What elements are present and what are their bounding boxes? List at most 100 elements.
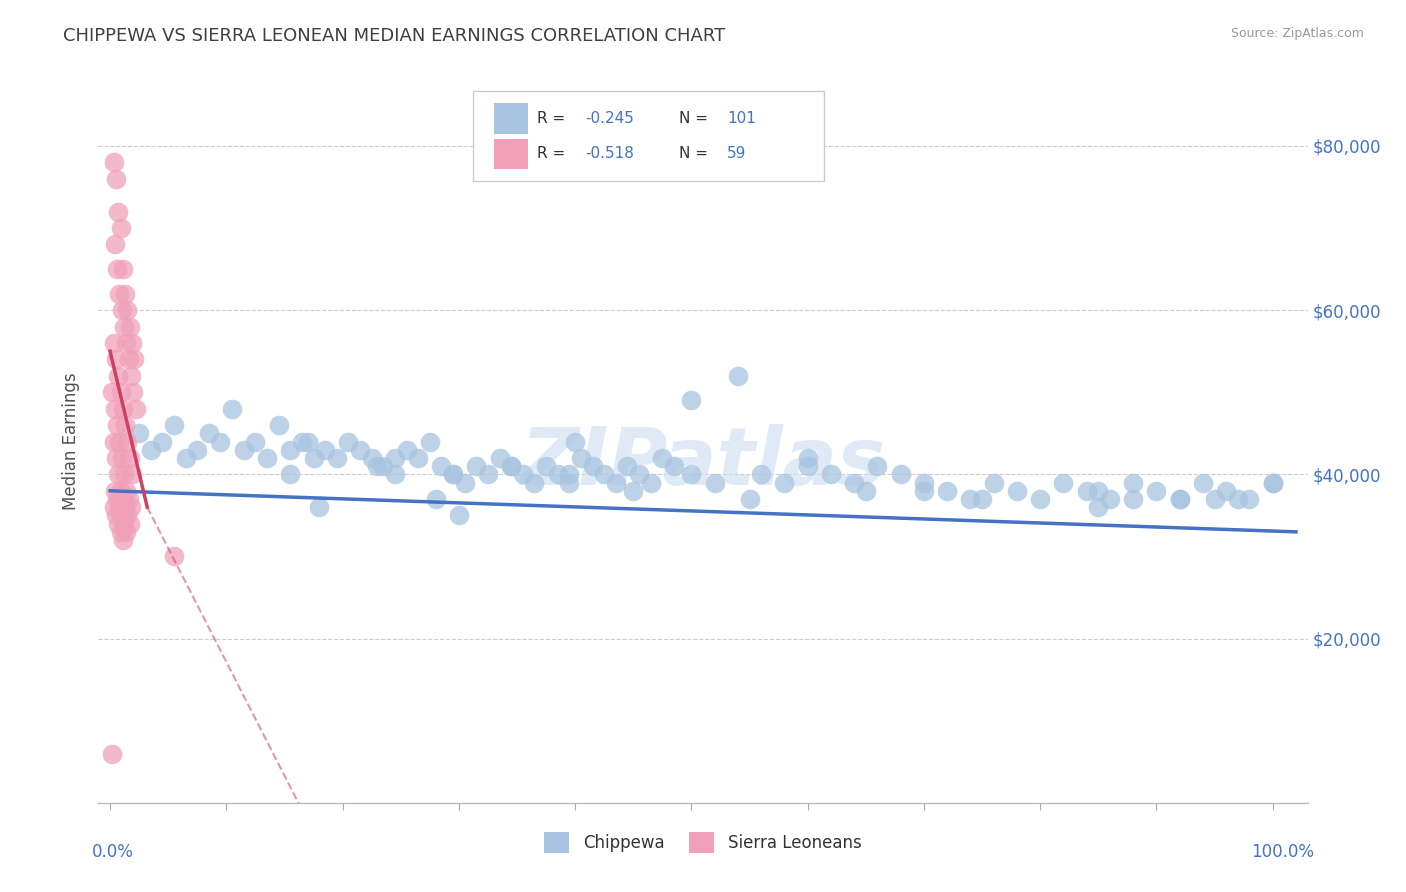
Point [419,434,441,449]
Point [983,475,1005,490]
Point [302,450,325,465]
Point [395,442,418,457]
Point [174,450,197,465]
Point [267,418,290,433]
Point [103,336,125,351]
Point [1029,491,1052,506]
Text: Source: ZipAtlas.com: Source: ZipAtlas.com [1230,27,1364,40]
Point [278,442,301,457]
Point [488,450,510,465]
Point [501,459,523,474]
Point [115,336,138,351]
Text: CHIPPEWA VS SIERRA LEONEAN MEDIAN EARNINGS CORRELATION CHART: CHIPPEWA VS SIERRA LEONEAN MEDIAN EARNIN… [63,27,725,45]
Point [360,450,382,465]
FancyBboxPatch shape [474,91,824,181]
Point [912,483,935,498]
Point [111,262,134,277]
Point [453,475,475,490]
Point [245,434,267,449]
Point [564,434,586,449]
Point [855,483,877,498]
Point [523,475,546,490]
Point [1122,475,1144,490]
Point [105,491,128,506]
Point [441,467,464,482]
Point [112,516,135,531]
Point [1261,475,1284,490]
Point [112,467,135,482]
Point [114,418,136,433]
Point [111,303,134,318]
Point [107,467,129,482]
Point [547,467,569,482]
Point [104,171,127,186]
Text: 100.0%: 100.0% [1250,843,1313,861]
Point [373,459,395,474]
Point [441,467,464,482]
Text: 0.0%: 0.0% [93,843,134,861]
Point [124,352,146,367]
Point [349,442,371,457]
Point [256,450,278,465]
Point [111,401,134,416]
Point [581,459,603,474]
Point [651,450,673,465]
Point [936,483,959,498]
Point [112,319,135,334]
Point [1226,491,1249,506]
Point [970,491,993,506]
Point [465,459,488,474]
Point [118,516,141,531]
Point [107,368,129,383]
Text: 101: 101 [727,112,756,126]
Point [628,467,651,482]
Point [128,426,150,441]
Point [104,237,127,252]
Point [477,467,499,482]
Point [118,352,141,367]
Point [640,475,662,490]
Point [163,549,186,564]
Text: 59: 59 [727,146,747,161]
Point [796,459,818,474]
Point [558,475,581,490]
Point [297,434,319,449]
Point [681,467,703,482]
Point [1192,475,1215,490]
Point [111,450,134,465]
Point [534,459,557,474]
Point [117,303,139,318]
Point [117,508,139,523]
Point [1144,483,1167,498]
Point [139,442,162,457]
Point [512,467,534,482]
Point [121,467,143,482]
Point [796,450,818,465]
Legend: Chippewa, Sierra Leoneans: Chippewa, Sierra Leoneans [538,826,868,860]
Point [366,459,388,474]
Point [1005,483,1028,498]
Point [406,450,429,465]
Point [111,533,134,547]
Point [749,467,772,482]
Bar [494,103,527,134]
Point [103,500,125,515]
Point [1052,475,1074,490]
Point [384,450,406,465]
Point [1098,491,1121,506]
Point [1239,491,1261,506]
Point [115,483,138,498]
Point [108,434,131,449]
Text: R =: R = [537,146,571,161]
Point [308,500,330,515]
Point [221,401,243,416]
Point [110,524,132,539]
Point [959,491,981,506]
Point [662,459,685,474]
Point [118,319,141,334]
Point [326,450,349,465]
Point [104,401,127,416]
Point [105,262,128,277]
Point [118,450,141,465]
Point [101,385,124,400]
